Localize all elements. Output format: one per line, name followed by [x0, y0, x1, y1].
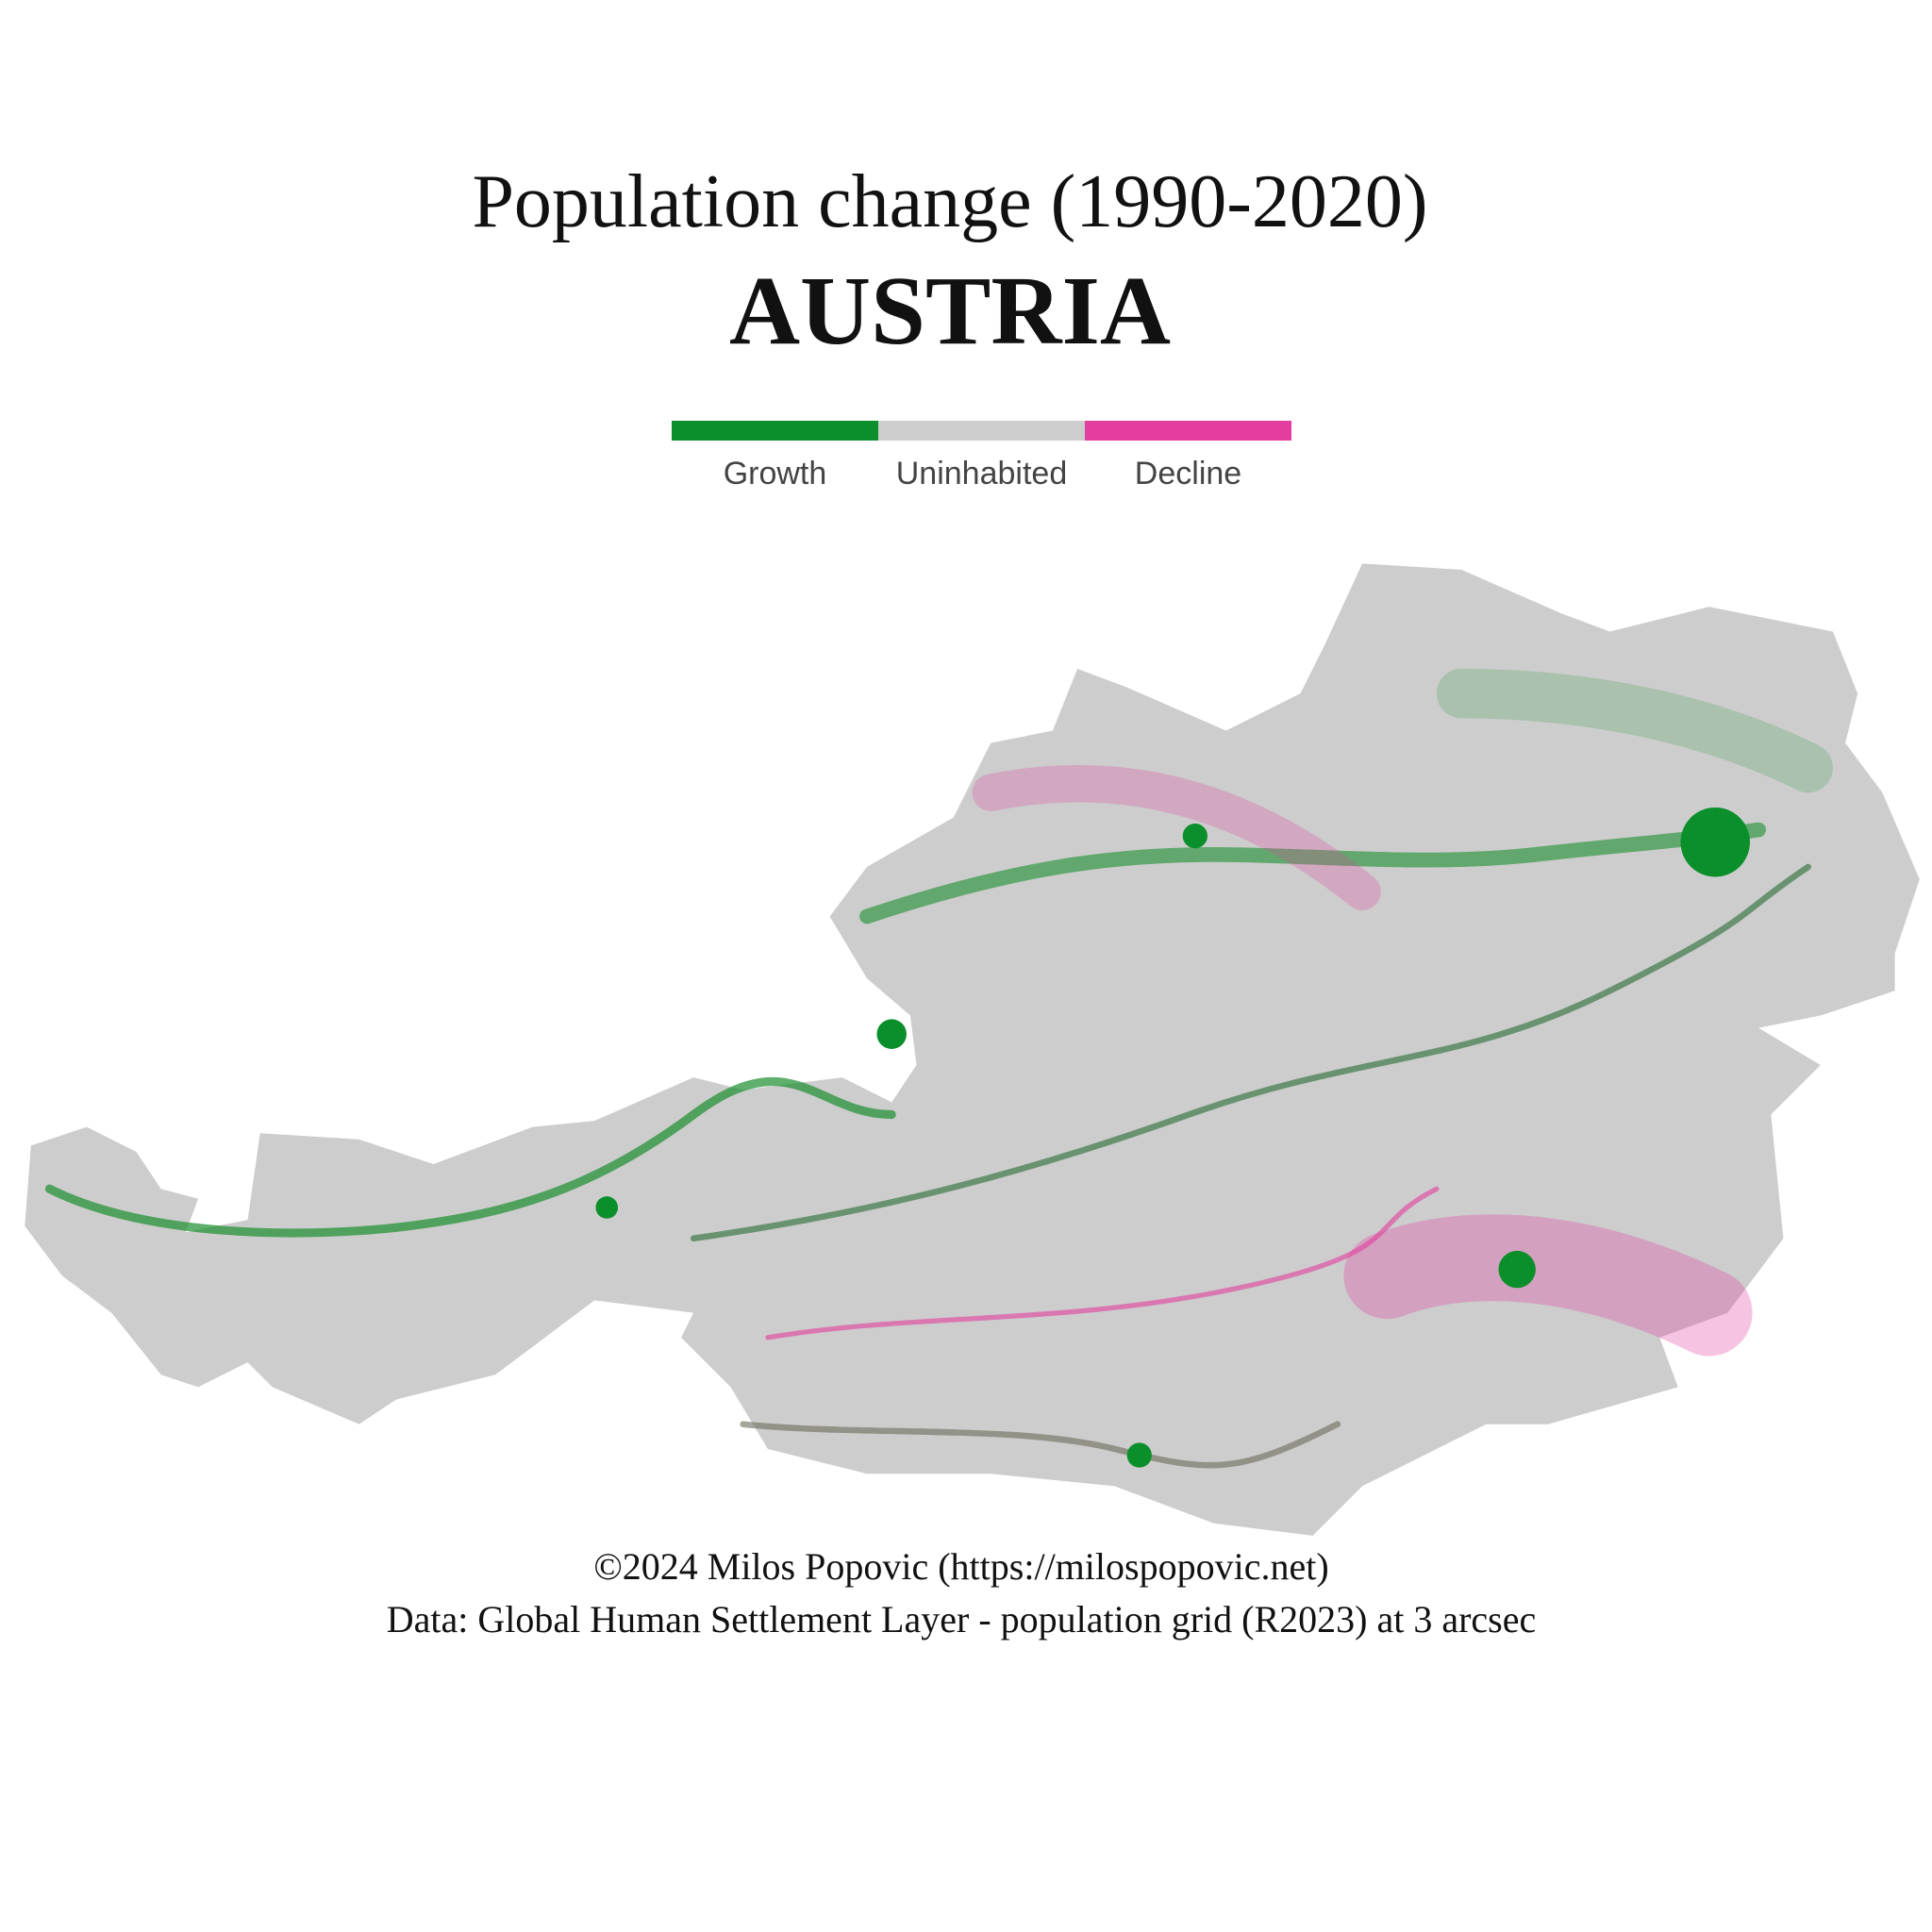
city-innsbruck: [595, 1196, 619, 1219]
legend-swatch: [878, 421, 1085, 441]
legend-label: Uninhabited: [896, 456, 1067, 491]
legend-label: Growth: [724, 456, 827, 491]
city-klagenfurt: [1126, 1442, 1152, 1468]
city-vienna: [1680, 807, 1750, 877]
settlement-pattern: [44, 668, 1833, 1469]
city-salzburg: [876, 1019, 907, 1049]
credit-line: ©2024 Milos Popovic (https://milospopovi…: [593, 1545, 1328, 1588]
austria-map: [25, 563, 1920, 1536]
city-graz: [1498, 1250, 1536, 1289]
subtitle: AUSTRIA: [729, 257, 1171, 365]
legend: Growth Uninhabited Decline: [672, 421, 1291, 491]
legend-swatch: [1085, 421, 1291, 441]
credit-line: Data: Global Human Settlement Layer - po…: [387, 1598, 1537, 1641]
legend-label: Decline: [1135, 456, 1241, 491]
legend-swatch: [672, 421, 878, 441]
city-linz: [1182, 824, 1208, 849]
country-shape: [25, 563, 1920, 1536]
title: Population change (1990-2020): [472, 160, 1427, 243]
